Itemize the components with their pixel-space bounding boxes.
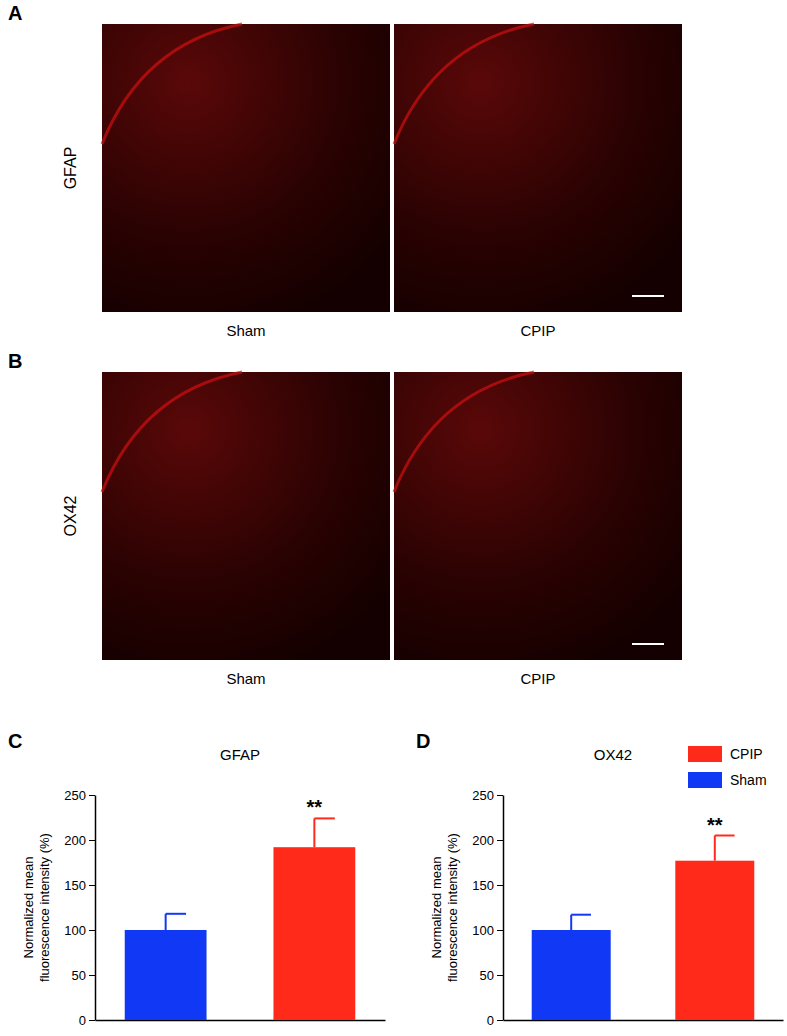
bar-chart: C GFAP Normalized meanfluorescence intensi…	[8, 730, 386, 1028]
panel-letter: B	[8, 350, 22, 372]
panel-letter: D	[416, 730, 430, 752]
panel-letter: C	[8, 730, 22, 752]
y-tick-mark	[497, 975, 503, 976]
y-tick-label: 250	[472, 788, 494, 803]
image-label: Sham	[226, 670, 265, 687]
stain-label: OX42	[62, 495, 79, 536]
error-bar	[570, 915, 572, 930]
y-tick: 50	[480, 968, 503, 983]
plot-texts: **	[707, 814, 723, 836]
y-axis-label: Normalized meanfluorescence intensity (%…	[429, 833, 460, 982]
chart-title: GFAP	[220, 746, 260, 763]
y-tick-label: 100	[64, 923, 86, 938]
micrograph	[394, 24, 682, 312]
image-panel: A GFAP Sham CPIP	[8, 2, 682, 339]
plot-marks	[532, 836, 755, 1021]
legend-swatch	[688, 772, 722, 788]
y-tick-mark	[497, 840, 503, 841]
plot-marks	[125, 818, 356, 1020]
y-tick-label: 100	[472, 923, 494, 938]
plot-texts: **	[307, 796, 323, 818]
image-label: CPIP	[520, 670, 555, 687]
y-tick: 50	[72, 968, 95, 983]
error-cap	[166, 913, 186, 915]
y-axis: 0 50 100 150 200 250	[64, 788, 95, 1028]
y-tick-mark	[89, 885, 95, 886]
y-tick: 200	[64, 833, 95, 848]
tissue-edge	[394, 24, 534, 144]
y-tick: 100	[64, 923, 95, 938]
y-tick-label: 200	[472, 833, 494, 848]
legend: CPIP Sham	[688, 746, 767, 788]
error-bar	[714, 836, 716, 861]
legend-label: CPIP	[730, 746, 763, 762]
error-bar	[313, 818, 315, 847]
tissue-edge	[102, 372, 242, 492]
significance: **	[307, 796, 323, 818]
y-tick-label: 250	[64, 788, 86, 803]
tissue-edge	[102, 24, 242, 144]
error-bar	[165, 914, 167, 930]
bar	[273, 847, 355, 1020]
tissue-edge	[394, 372, 534, 492]
y-tick-mark	[89, 1020, 95, 1021]
y-tick: 0	[79, 1013, 95, 1028]
y-tick: 200	[472, 833, 503, 848]
y-tick: 250	[472, 788, 503, 803]
y-tick: 0	[487, 1013, 503, 1028]
micrograph	[102, 24, 390, 312]
scale-bar	[632, 295, 664, 297]
y-tick-label: 150	[64, 878, 86, 893]
y-tick-mark	[497, 1020, 503, 1021]
y-tick: 100	[472, 923, 503, 938]
chart-title: OX42	[594, 746, 632, 763]
y-tick: 250	[64, 788, 95, 803]
figure: A GFAP Sham CPIP B OX42 Sham CPIP C GFAP Normalize…	[0, 0, 787, 1036]
y-tick-label: 150	[472, 878, 494, 893]
micrograph	[394, 372, 682, 660]
y-tick-mark	[89, 975, 95, 976]
image-label: CPIP	[520, 322, 555, 339]
y-tick-mark	[497, 930, 503, 931]
legend-swatch	[688, 746, 722, 762]
bar	[125, 930, 207, 1020]
y-tick-label: 50	[480, 968, 494, 983]
y-tick: 150	[472, 878, 503, 893]
y-axis: 0 50 100 150 200 250	[472, 788, 503, 1028]
panel-letter: A	[8, 2, 22, 24]
stain-label: GFAP	[62, 147, 79, 190]
bar	[532, 930, 611, 1020]
bar	[675, 861, 754, 1020]
y-tick: 150	[64, 878, 95, 893]
y-tick-label: 200	[64, 833, 86, 848]
error-cap	[571, 914, 591, 916]
y-tick-mark	[89, 930, 95, 931]
y-tick-mark	[89, 840, 95, 841]
bar-chart: D OX42 Normalized meanfluorescence intensi…	[416, 730, 784, 1028]
y-tick-label: 0	[487, 1013, 494, 1028]
image-panel: B OX42 Sham CPIP	[8, 350, 682, 687]
scale-bar	[632, 643, 664, 645]
y-tick-label: 0	[79, 1013, 86, 1028]
significance: **	[707, 814, 723, 836]
image-label: Sham	[226, 322, 265, 339]
y-axis-line	[503, 796, 505, 1021]
legend-label: Sham	[730, 772, 767, 788]
y-axis-label: Normalized meanfluorescence intensity (%…	[21, 833, 52, 982]
y-tick-mark	[497, 795, 503, 796]
micrograph	[102, 372, 390, 660]
y-tick-mark	[497, 885, 503, 886]
y-tick-label: 50	[72, 968, 86, 983]
y-tick-mark	[89, 795, 95, 796]
y-axis-line	[95, 796, 97, 1021]
